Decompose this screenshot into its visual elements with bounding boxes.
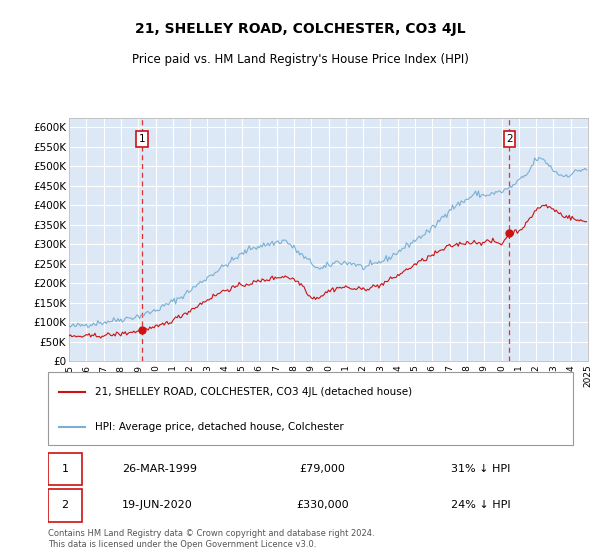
Text: 24% ↓ HPI: 24% ↓ HPI — [451, 501, 511, 510]
Text: Contains HM Land Registry data © Crown copyright and database right 2024.
This d: Contains HM Land Registry data © Crown c… — [48, 529, 374, 549]
Text: 26-MAR-1999: 26-MAR-1999 — [122, 464, 197, 474]
Text: £79,000: £79,000 — [299, 464, 346, 474]
FancyBboxPatch shape — [48, 452, 82, 486]
Text: 2: 2 — [61, 501, 68, 510]
Text: 2: 2 — [506, 134, 513, 144]
FancyBboxPatch shape — [48, 372, 573, 445]
Text: 31% ↓ HPI: 31% ↓ HPI — [451, 464, 511, 474]
Text: 21, SHELLEY ROAD, COLCHESTER, CO3 4JL (detached house): 21, SHELLEY ROAD, COLCHESTER, CO3 4JL (d… — [95, 387, 412, 397]
Text: 19-JUN-2020: 19-JUN-2020 — [122, 501, 193, 510]
Text: 21, SHELLEY ROAD, COLCHESTER, CO3 4JL: 21, SHELLEY ROAD, COLCHESTER, CO3 4JL — [134, 22, 466, 36]
Text: 1: 1 — [139, 134, 145, 144]
FancyBboxPatch shape — [48, 489, 82, 522]
Text: Price paid vs. HM Land Registry's House Price Index (HPI): Price paid vs. HM Land Registry's House … — [131, 53, 469, 66]
Text: HPI: Average price, detached house, Colchester: HPI: Average price, detached house, Colc… — [95, 422, 344, 432]
Text: £330,000: £330,000 — [296, 501, 349, 510]
Text: 1: 1 — [61, 464, 68, 474]
